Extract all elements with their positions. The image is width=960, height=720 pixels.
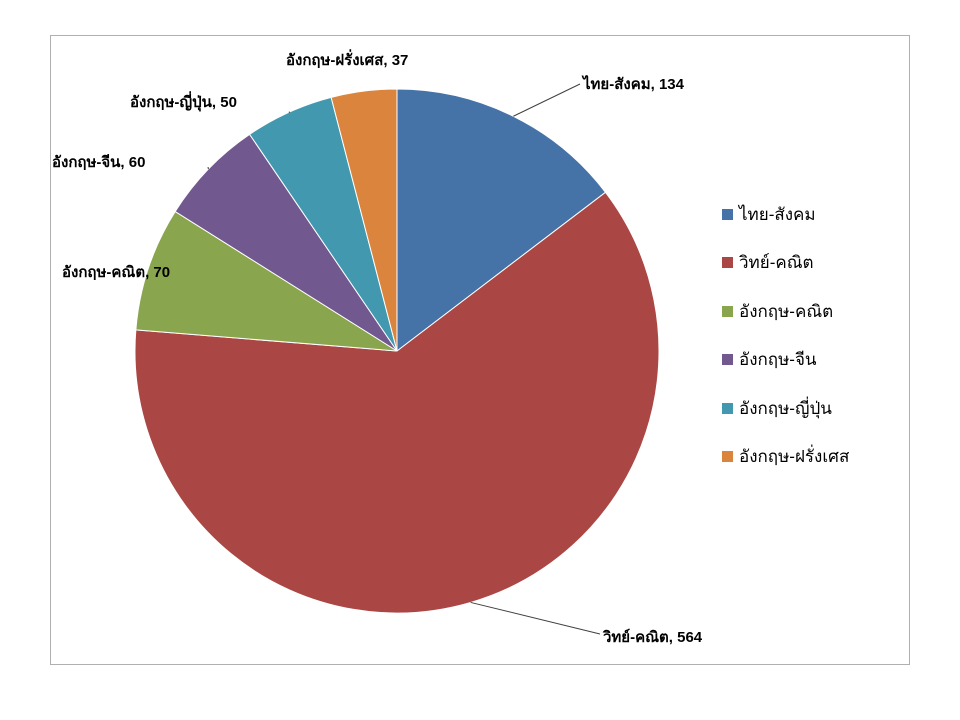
legend-label: อังกฤษ-คณิต [739, 301, 834, 321]
data-label-5: อังกฤษ-ฝรั่งเศส, 37 [286, 52, 409, 69]
legend-item: อังกฤษ-ฝรั่งเศส [722, 433, 849, 482]
legend-swatch [722, 354, 733, 366]
data-label-3: อังกฤษ-จีน, 60 [52, 154, 146, 171]
legend-item: ไทย-สังคม [722, 190, 849, 239]
legend-label: อังกฤษ-ญี่ปุ่น [739, 398, 832, 418]
pie-slice-0 [396, 88, 607, 353]
legend-swatch [722, 305, 733, 317]
leader-line-0 [513, 83, 581, 117]
legend-label: วิทย์-คณิต [739, 253, 814, 273]
data-label-1: วิทย์-คณิต, 564 [603, 629, 703, 646]
legend-swatch [722, 451, 733, 463]
pie-slice-2 [135, 210, 398, 352]
legend-label: อังกฤษ-จีน [739, 350, 817, 370]
leader-line-1 [470, 601, 601, 635]
pie-slice-1 [134, 191, 660, 614]
legend-item: วิทย์-คณิต [722, 239, 849, 288]
legend: ไทย-สังคม วิทย์-คณิต อังกฤษ-คณิต อังกฤษ-… [722, 190, 849, 481]
pie-slice-5 [330, 88, 398, 352]
data-label-4: อังกฤษ-ญี่ปุ่น, 50 [130, 94, 237, 111]
legend-swatch [722, 402, 733, 414]
pie-slice-3 [174, 133, 398, 352]
legend-swatch [722, 208, 733, 220]
legend-item: อังกฤษ-ญี่ปุ่น [722, 384, 849, 433]
legend-item: อังกฤษ-คณิต [722, 287, 849, 336]
legend-label: อังกฤษ-ฝรั่งเศส [739, 447, 850, 467]
legend-swatch [722, 257, 733, 269]
legend-label: ไทย-สังคม [739, 204, 816, 224]
legend-item: อังกฤษ-จีน [722, 336, 849, 385]
data-label-0: ไทย-สังคม, 134 [583, 76, 684, 93]
data-label-2: อังกฤษ-คณิต, 70 [62, 264, 171, 281]
chart-frame [50, 35, 910, 665]
